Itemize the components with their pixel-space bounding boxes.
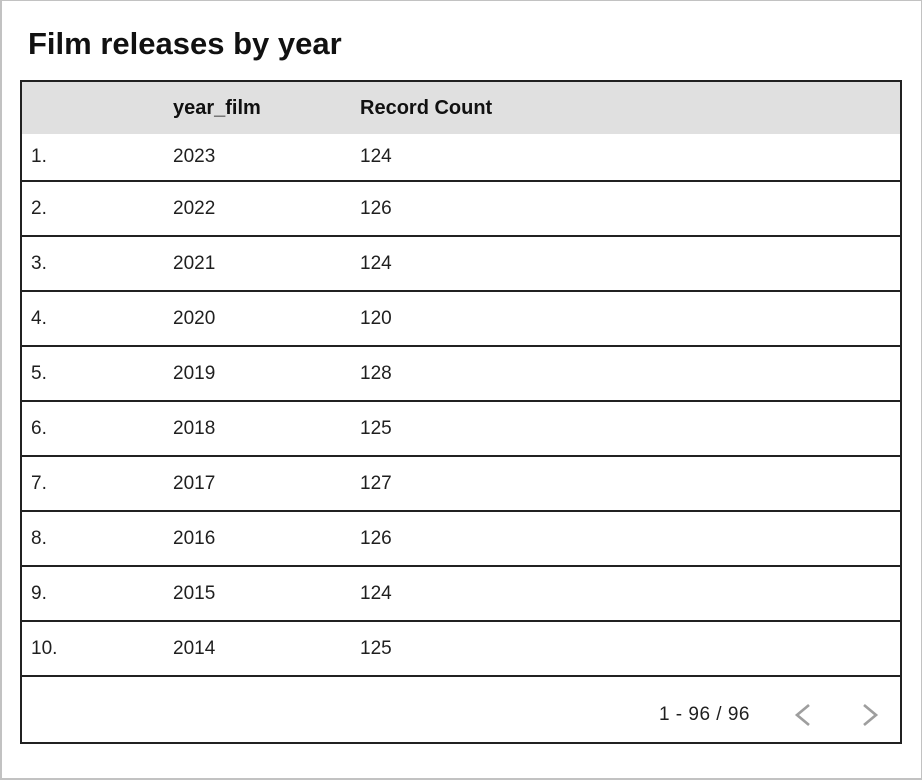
row-index-cell: 5. xyxy=(31,362,47,384)
row-index-cell: 4. xyxy=(31,307,47,329)
row-index-cell: 1. xyxy=(31,146,47,167)
record-count-cell: 126 xyxy=(360,197,392,219)
table-header-row: year_film Record Count xyxy=(22,82,900,134)
table-widget: year_film Record Count 1. 2023 124 2. 20… xyxy=(20,80,902,744)
pagination-bar: 1 - 96 / 96 xyxy=(22,677,900,742)
record-count-cell: 128 xyxy=(360,362,392,384)
table-row: 10. 2014 125 xyxy=(22,622,900,677)
pagination-prev-button[interactable] xyxy=(783,695,823,735)
record-count-cell: 127 xyxy=(360,472,392,494)
column-header-record-count[interactable]: Record Count xyxy=(360,96,493,119)
year-film-cell: 2017 xyxy=(173,472,216,494)
row-index-cell: 10. xyxy=(31,637,58,659)
year-film-cell: 2015 xyxy=(173,582,216,604)
table-row: 3. 2021 124 xyxy=(22,237,900,292)
record-count-cell: 124 xyxy=(360,582,392,604)
row-index-cell: 8. xyxy=(31,527,47,549)
table-row: 5. 2019 128 xyxy=(22,347,900,402)
chevron-left-icon xyxy=(783,695,823,735)
row-index-cell: 7. xyxy=(31,472,47,494)
pagination-next-button[interactable] xyxy=(850,695,890,735)
row-index-cell: 9. xyxy=(31,582,47,604)
record-count-cell: 126 xyxy=(360,527,392,549)
record-count-cell: 125 xyxy=(360,417,392,439)
table-row: 6. 2018 125 xyxy=(22,402,900,457)
row-index-cell: 3. xyxy=(31,252,47,274)
table-row: 1. 2023 124 xyxy=(22,134,900,182)
record-count-cell: 120 xyxy=(360,307,392,329)
page-title: Film releases by year xyxy=(28,26,342,61)
year-film-cell: 2019 xyxy=(173,362,216,384)
year-film-cell: 2016 xyxy=(173,527,216,549)
table-row: 9. 2015 124 xyxy=(22,567,900,622)
record-count-cell: 124 xyxy=(360,252,392,274)
year-film-cell: 2023 xyxy=(173,146,216,167)
table-row: 7. 2017 127 xyxy=(22,457,900,512)
pagination-range-label: 1 - 96 / 96 xyxy=(658,703,750,725)
table-row: 4. 2020 120 xyxy=(22,292,900,347)
row-index-cell: 2. xyxy=(31,197,47,219)
record-count-cell: 125 xyxy=(360,637,392,659)
row-index-cell: 6. xyxy=(31,417,47,439)
record-count-cell: 124 xyxy=(360,146,392,167)
table-row: 2. 2022 126 xyxy=(22,182,900,237)
table-row: 8. 2016 126 xyxy=(22,512,900,567)
year-film-cell: 2014 xyxy=(173,637,216,659)
year-film-cell: 2022 xyxy=(173,197,216,219)
chevron-right-icon xyxy=(850,695,890,735)
year-film-cell: 2018 xyxy=(173,417,216,439)
year-film-cell: 2020 xyxy=(173,307,216,329)
column-header-year-film[interactable]: year_film xyxy=(173,96,261,119)
year-film-cell: 2021 xyxy=(173,252,216,274)
